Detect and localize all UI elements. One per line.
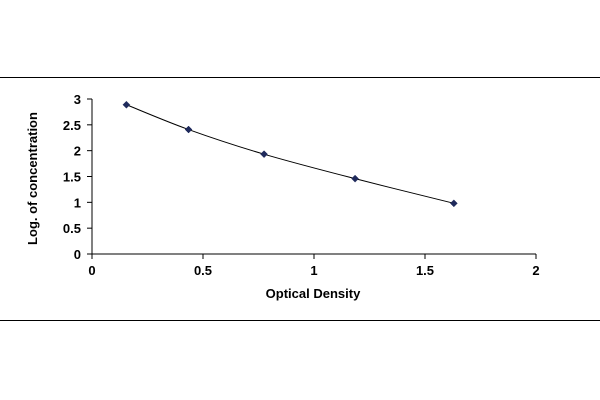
y-tick-label: 0.5 [63, 221, 81, 236]
y-tick-label: 1.5 [63, 170, 81, 185]
y-tick-label: 2.5 [63, 118, 81, 133]
data-point [184, 125, 193, 134]
data-point [260, 150, 268, 159]
data-point [450, 199, 458, 208]
y-tick-label: 0 [74, 247, 81, 262]
axes [91, 99, 536, 255]
x-tick-label: 1 [310, 263, 317, 278]
data-point [351, 174, 359, 183]
x-tick-label: 2 [532, 263, 539, 278]
series-line [126, 104, 454, 204]
x-axis-title: Optical Density [266, 286, 361, 301]
series-layer [122, 100, 458, 208]
chart-frame: 0 0.5 1 1.5 2 0 0.5 1 1.5 2 2.5 3 Optical Density L… [0, 77, 600, 321]
x-tick-label: 1.5 [416, 263, 434, 278]
chart-plot: 0 0.5 1 1.5 2 0 0.5 1 1.5 2 2.5 3 Optical Density L… [25, 92, 540, 301]
ticks: 0 0.5 1 1.5 2 0 0.5 1 1.5 2 2.5 3 [63, 92, 540, 278]
x-tick-label: 0.5 [194, 263, 212, 278]
y-tick-label: 3 [74, 92, 81, 107]
y-axis-title: Log. of concentration [25, 112, 40, 245]
y-tick-label: 1 [74, 195, 81, 210]
data-point [122, 100, 131, 109]
y-tick-label: 2 [74, 144, 81, 159]
x-tick-label: 0 [88, 263, 95, 278]
